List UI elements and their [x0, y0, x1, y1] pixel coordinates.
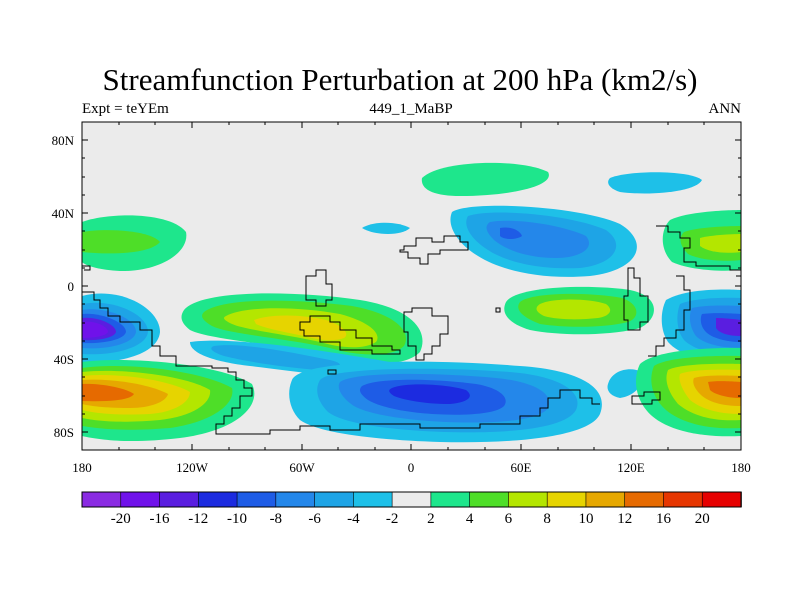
colorbar-cell	[353, 491, 393, 508]
colorbar-label: 2	[427, 511, 435, 527]
colorbar-cell	[585, 491, 626, 508]
colorbar-cell	[391, 491, 432, 508]
colorbar-cell	[663, 491, 704, 508]
contour-field	[82, 162, 741, 443]
lon-label-120w: 120W	[176, 460, 208, 475]
lat-label-40s: 40S	[53, 352, 74, 367]
colorbar-label: 8	[543, 511, 551, 527]
colorbar-cell	[120, 491, 161, 508]
colorbar-label: -4	[347, 511, 360, 527]
lon-label-180w: 180	[72, 460, 92, 475]
season-label: ANN	[708, 101, 742, 117]
lat-label-40n: 40N	[51, 206, 74, 221]
lon-ticks	[118, 122, 705, 450]
colorbar-cell	[159, 491, 200, 508]
colorbar-label: 4	[465, 511, 474, 527]
colorbar-label: -20	[110, 511, 131, 527]
colorbar-cell	[469, 491, 510, 508]
colorbar-label: -8	[269, 511, 283, 527]
colorbar-cell	[81, 491, 122, 508]
colorbar-cell	[624, 491, 665, 508]
colorbar-cell	[197, 491, 238, 508]
colorbar-label: 20	[694, 511, 710, 527]
lon-label-60w: 60W	[289, 460, 315, 475]
lon-label-120e: 120E	[617, 460, 645, 475]
coastlines	[82, 225, 741, 435]
colorbar-frame	[81, 491, 742, 508]
colorbar-cell	[275, 491, 316, 508]
colorbar-cell	[508, 491, 548, 508]
colorbar-label: 12	[617, 511, 633, 527]
lon-label-0: 0	[407, 460, 415, 475]
colorbar-label: -16	[149, 511, 170, 527]
colorbar-label: -2	[385, 511, 399, 527]
colorbar-label: -6	[308, 511, 321, 527]
case-label: 449_1_MaBP	[369, 101, 453, 117]
colorbar-label: -12	[188, 511, 209, 527]
colorbar-label: 6	[504, 511, 513, 527]
colorbar	[81, 491, 742, 508]
colorbar-cell	[314, 491, 355, 508]
colorbar-cell	[430, 491, 471, 508]
lat-ticks	[82, 139, 741, 433]
colorbar-cell	[236, 491, 277, 508]
lat-label-eq: 0	[67, 279, 75, 294]
plot-title: Streamfunction Perturbation at 200 hPa (…	[102, 62, 698, 97]
colorbar-cell	[701, 491, 742, 508]
colorbar-cell	[546, 491, 587, 508]
colorbar-label: 10	[578, 511, 594, 527]
experiment-label: Expt = teYEm	[82, 101, 169, 117]
colorbar-label: 16	[655, 511, 671, 527]
lon-label-60e: 60E	[510, 460, 532, 475]
colorbar-label: -10	[227, 511, 248, 527]
lat-label-80s: 80S	[53, 425, 74, 440]
lat-label-80n: 80N	[51, 133, 74, 148]
lon-label-180e: 180	[731, 460, 751, 475]
